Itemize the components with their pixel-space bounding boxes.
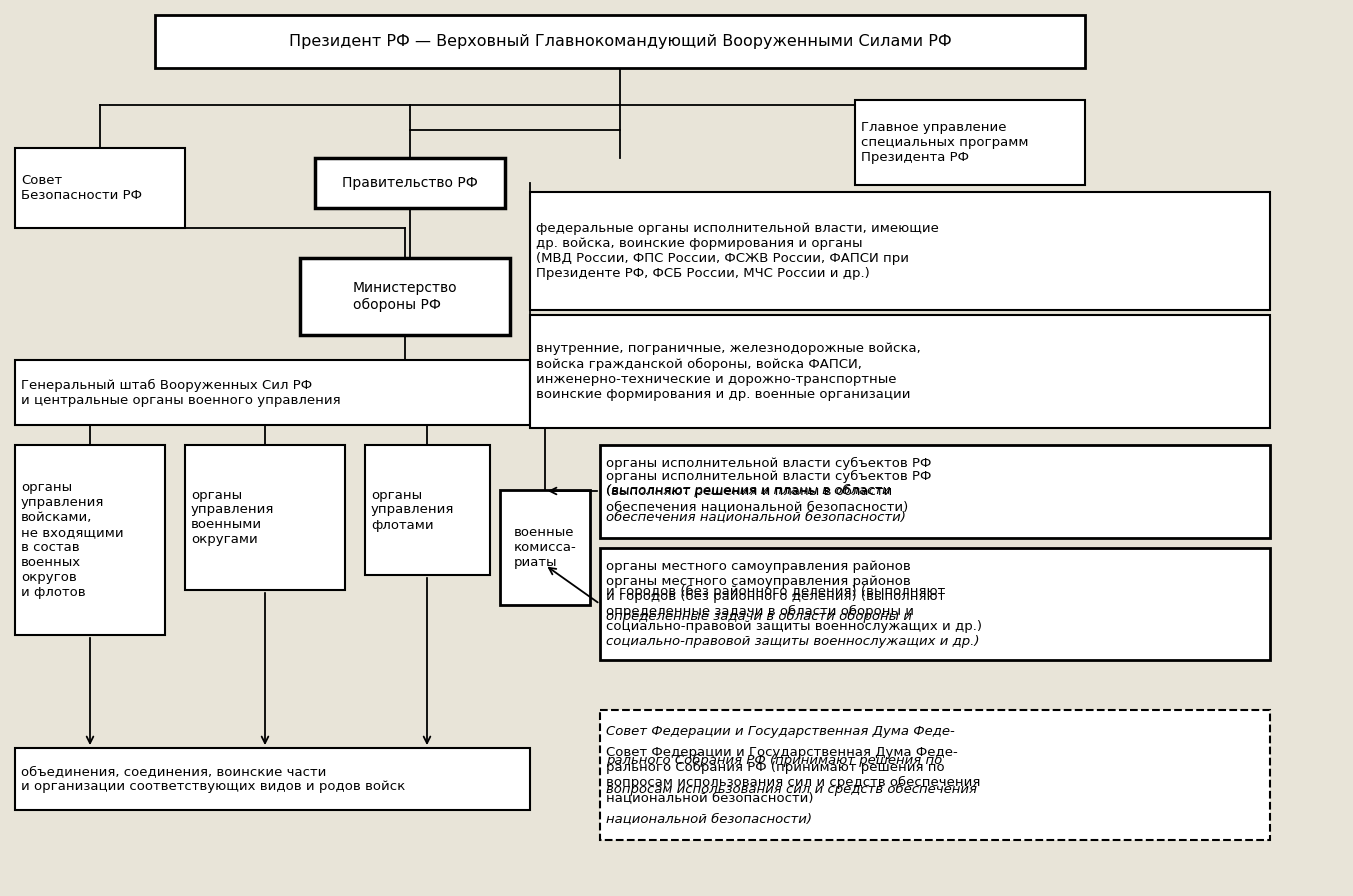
Text: Министерство
обороны РФ: Министерство обороны РФ	[353, 281, 457, 312]
Text: обеспечения национальной безопасности): обеспечения национальной безопасности)	[606, 510, 907, 523]
Text: военные
комисса-
риаты: военные комисса- риаты	[514, 526, 576, 569]
Text: Совет Федерации и Государственная Дума Феде-
рального Собрания РФ (принимают реш: Совет Федерации и Государственная Дума Ф…	[606, 745, 981, 804]
Text: органы исполнительной власти субъектов РФ
(выполняют решения и планы в области
о: органы исполнительной власти субъектов Р…	[606, 470, 931, 513]
Text: национальной безопасности): национальной безопасности)	[606, 812, 812, 825]
Bar	[300, 258, 510, 335]
Text: органы местного самоуправления районов
и городов (без районного деления) (выполн: органы местного самоуправления районов и…	[606, 575, 982, 633]
Text: органы
управления
флотами: органы управления флотами	[371, 488, 455, 531]
Text: объединения, соединения, воинские части
и организации соответствующих видов и ро: объединения, соединения, воинские части …	[22, 765, 406, 793]
Text: вопросам использования сил и средств обеспечения: вопросам использования сил и средств обе…	[606, 783, 977, 796]
Bar	[15, 445, 165, 635]
Bar	[599, 445, 1270, 538]
Text: органы местного самоуправления районов: органы местного самоуправления районов	[606, 560, 911, 573]
Text: Президент РФ — Верховный Главнокомандующий Вооруженными Силами РФ: Президент РФ — Верховный Главнокомандующ…	[288, 34, 951, 49]
Bar	[365, 445, 490, 575]
Bar	[501, 490, 590, 605]
Text: Правительство РФ: Правительство РФ	[342, 176, 478, 190]
Text: определенные задачи в области обороны и: определенные задачи в области обороны и	[606, 610, 912, 623]
Text: органы
управления
войсками,
не входящими
в состав
военных
округов
и флотов: органы управления войсками, не входящими…	[22, 481, 123, 599]
Bar	[599, 710, 1270, 840]
Bar	[599, 548, 1270, 660]
Text: Главное управление
специальных программ
Президента РФ: Главное управление специальных программ …	[861, 121, 1028, 164]
Text: федеральные органы исполнительной власти, имеющие
др. войска, воинские формирова: федеральные органы исполнительной власти…	[536, 222, 939, 280]
Bar	[530, 192, 1270, 310]
Text: Генеральный штаб Вооруженных Сил РФ
и центральные органы военного управления: Генеральный штаб Вооруженных Сил РФ и це…	[22, 378, 341, 407]
Bar	[185, 445, 345, 590]
Bar	[15, 748, 530, 810]
Bar	[15, 148, 185, 228]
Text: органы исполнительной власти субъектов РФ: органы исполнительной власти субъектов Р…	[606, 457, 931, 470]
Text: Совет
Безопасности РФ: Совет Безопасности РФ	[22, 174, 142, 202]
Text: внутренние, пограничные, железнодорожные войска,
войска гражданской обороны, вой: внутренние, пограничные, железнодорожные…	[536, 342, 921, 401]
Bar	[855, 100, 1085, 185]
Text: Совет Федерации и Государственная Дума Феде-: Совет Федерации и Государственная Дума Ф…	[606, 725, 955, 738]
Bar	[15, 360, 530, 425]
Bar	[156, 15, 1085, 68]
Text: (выполняют решения и планы в области: (выполняют решения и планы в области	[606, 484, 890, 496]
Text: социально-правовой защиты военнослужащих и др.): социально-правовой защиты военнослужащих…	[606, 635, 980, 648]
Bar	[315, 158, 505, 208]
Text: органы
управления
военными
округами: органы управления военными округами	[191, 488, 275, 547]
Text: и городов (без районного деления) (выполняют: и городов (без районного деления) (выпол…	[606, 585, 946, 599]
Text: рального Собрания РФ (принимают решения по: рального Собрания РФ (принимают решения …	[606, 754, 942, 767]
Bar	[530, 315, 1270, 428]
